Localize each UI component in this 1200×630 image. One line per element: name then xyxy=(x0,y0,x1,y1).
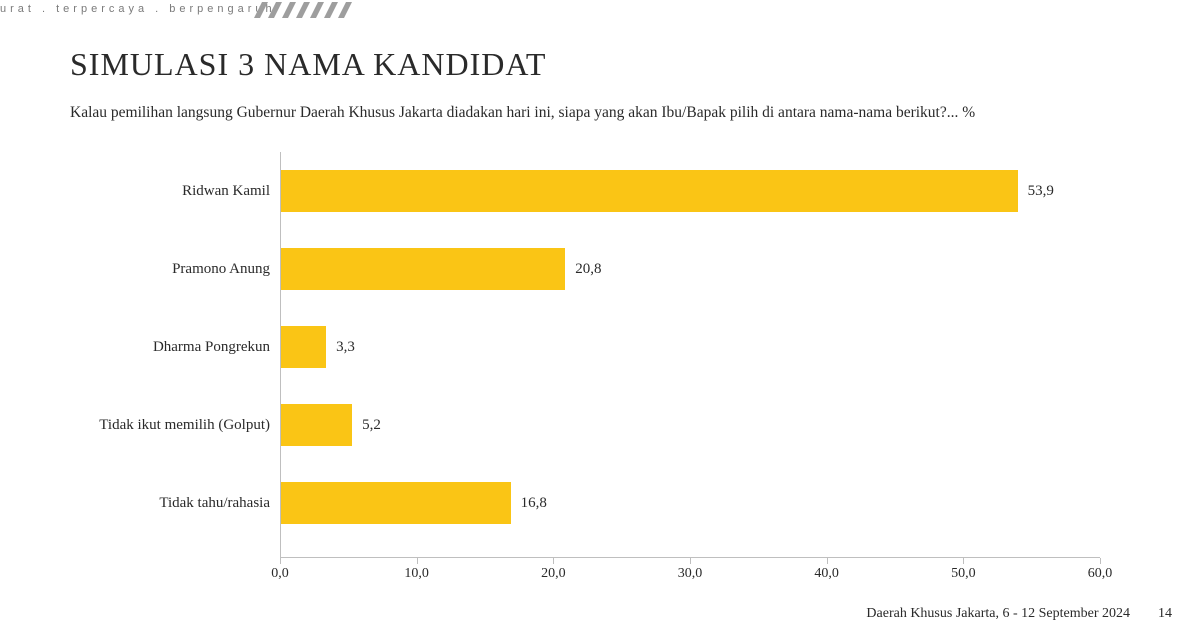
bar-row: Ridwan Kamil 53,9 xyxy=(70,170,1130,212)
subtitle-question: Kalau pemilihan langsung Gubernur Daerah… xyxy=(70,104,975,122)
bar-value-label: 16,8 xyxy=(521,482,547,524)
bar-value-label: 5,2 xyxy=(362,404,381,446)
bar-row: Tidak ikut memilih (Golput) 5,2 xyxy=(70,404,1130,446)
bar-category-label: Dharma Pongrekun xyxy=(70,326,270,368)
bar-chart: Ridwan Kamil 53,9 Pramono Anung 20,8 Dharma … xyxy=(70,152,1130,572)
bar-rect xyxy=(281,170,1018,212)
bar-value-label: 3,3 xyxy=(336,326,355,368)
chevrons-icon xyxy=(254,2,364,18)
bar-category-label: Pramono Anung xyxy=(70,248,270,290)
bar-row: Pramono Anung 20,8 xyxy=(70,248,1130,290)
bar-rect xyxy=(281,482,511,524)
bar-value-label: 53,9 xyxy=(1028,170,1054,212)
bar-rect xyxy=(281,404,352,446)
x-tick xyxy=(690,558,691,564)
footer-caption: Daerah Khusus Jakarta, 6 - 12 September … xyxy=(866,606,1130,622)
bar-rect xyxy=(281,326,326,368)
x-tick-label: 0,0 xyxy=(271,566,289,582)
x-tick xyxy=(827,558,828,564)
x-tick-label: 20,0 xyxy=(541,566,566,582)
x-tick-label: 40,0 xyxy=(814,566,839,582)
bar-category-label: Tidak ikut memilih (Golput) xyxy=(70,404,270,446)
bar-category-label: Tidak tahu/rahasia xyxy=(70,482,270,524)
x-tick-label: 30,0 xyxy=(678,566,703,582)
x-tick-label: 10,0 xyxy=(404,566,429,582)
footer-page-number: 14 xyxy=(1158,606,1172,622)
header-tagline: urat . terpercaya . berpengaruh xyxy=(0,3,276,15)
bar-category-label: Ridwan Kamil xyxy=(70,170,270,212)
bar-value-label: 20,8 xyxy=(575,248,601,290)
x-tick xyxy=(553,558,554,564)
x-tick xyxy=(417,558,418,564)
x-tick xyxy=(963,558,964,564)
x-tick xyxy=(280,558,281,564)
bar-row: Dharma Pongrekun 3,3 xyxy=(70,326,1130,368)
x-tick xyxy=(1100,558,1101,564)
x-tick-label: 60,0 xyxy=(1088,566,1113,582)
x-tick-label: 50,0 xyxy=(951,566,976,582)
bar-row: Tidak tahu/rahasia 16,8 xyxy=(70,482,1130,524)
bar-rect xyxy=(281,248,565,290)
page-title: SIMULASI 3 NAMA KANDIDAT xyxy=(70,46,546,83)
